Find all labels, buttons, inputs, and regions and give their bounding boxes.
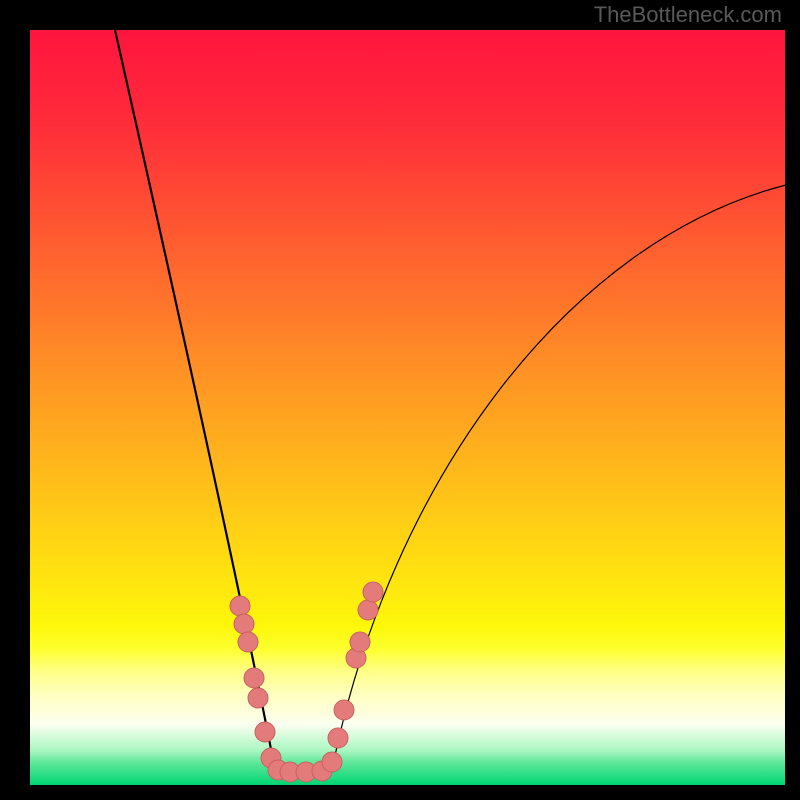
marker-dot <box>328 728 348 748</box>
marker-dot <box>238 632 258 652</box>
marker-group <box>230 582 383 782</box>
marker-dot <box>350 632 370 652</box>
marker-dot <box>255 722 275 742</box>
watermark-text: TheBottleneck.com <box>594 2 782 28</box>
marker-dot <box>244 668 264 688</box>
plot-area <box>30 30 785 785</box>
marker-dot <box>248 688 268 708</box>
marker-dot <box>230 596 250 616</box>
marker-dot <box>234 614 254 634</box>
marker-dot <box>358 600 378 620</box>
marker-band <box>30 30 785 785</box>
marker-dot <box>322 752 342 772</box>
marker-dot <box>334 700 354 720</box>
marker-dot <box>363 582 383 602</box>
